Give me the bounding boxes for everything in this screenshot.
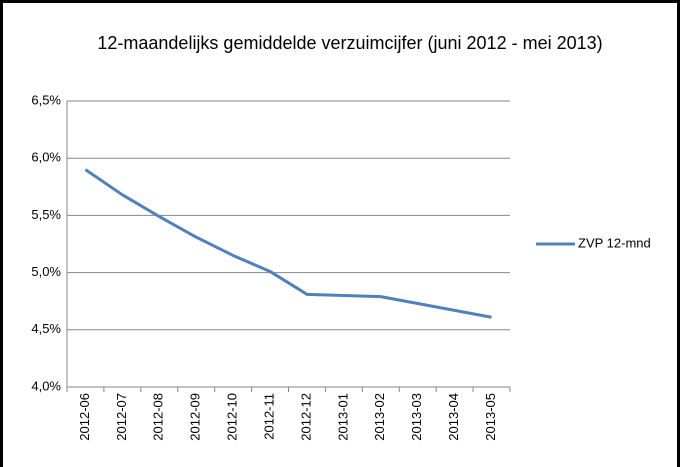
- y-tick-label: 6,0%: [31, 150, 61, 165]
- x-tick-label: 2012-08: [151, 393, 166, 441]
- x-tick-label: 2013-05: [483, 393, 498, 441]
- x-tick-label: 2012-10: [225, 393, 240, 441]
- x-tick-label: 2012-09: [188, 393, 203, 441]
- y-tick-label: 5,0%: [31, 264, 61, 279]
- y-tick-label: 4,0%: [31, 378, 61, 393]
- y-tick-label: 4,5%: [31, 321, 61, 336]
- legend-label: ZVP 12-mnd: [578, 235, 651, 250]
- x-tick-label: 2013-02: [372, 393, 387, 441]
- x-tick-label: 2013-03: [409, 393, 424, 441]
- x-tick-label: 2013-01: [335, 393, 350, 441]
- series-line: [84, 168, 492, 319]
- x-tick-label: 2012-11: [261, 393, 276, 440]
- x-tick-label: 2012-12: [298, 393, 313, 441]
- x-tick-label: 2012-07: [114, 393, 129, 441]
- x-tick-label: 2013-04: [446, 393, 461, 441]
- y-tick-label: 5,5%: [31, 207, 61, 222]
- chart-title: 12-maandelijks gemiddelde verzuimcijfer …: [97, 33, 603, 53]
- x-tick-label: 2012-06: [77, 393, 92, 441]
- y-tick-label: 6,5%: [31, 92, 61, 107]
